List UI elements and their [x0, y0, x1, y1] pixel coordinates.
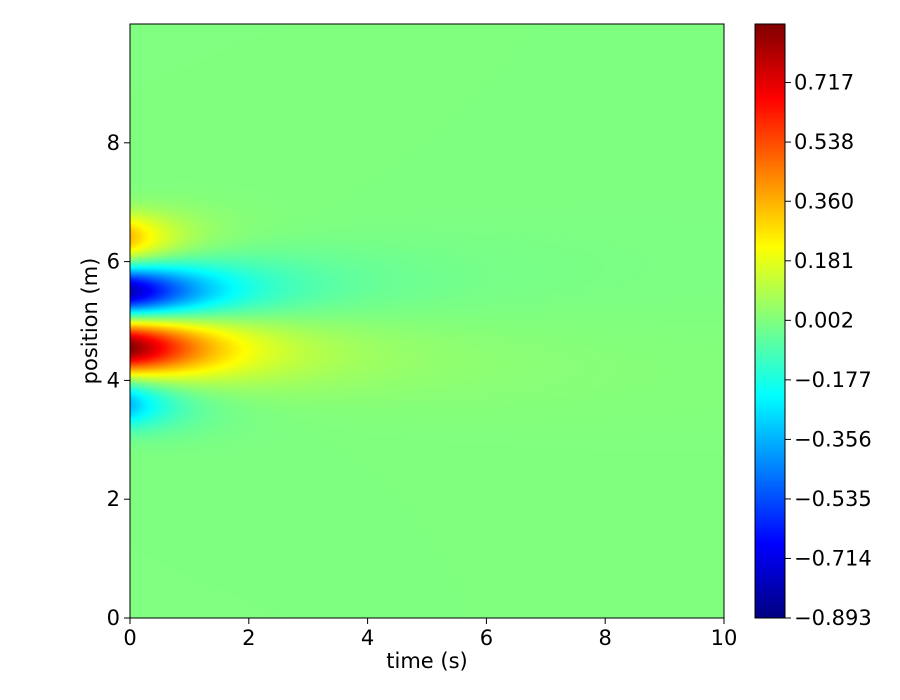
y-tick-label: 2	[107, 487, 120, 511]
y-tick-label: 4	[107, 368, 120, 392]
x-tick-label: 6	[480, 626, 493, 650]
colorbar-tick-label: 0.181	[794, 249, 854, 273]
colorbar-tick-label: 0.538	[794, 130, 854, 154]
y-axis: 0 2 4 6 8	[107, 131, 130, 630]
y-axis-label: position (m)	[78, 258, 102, 385]
colorbar-ticks: 0.717 0.538 0.360 0.181 0.002 −0.177 −0.356 −0.…	[785, 71, 872, 630]
y-tick-label: 6	[107, 250, 120, 274]
x-tick-label: 10	[711, 626, 738, 650]
x-tick-label: 4	[361, 626, 374, 650]
colorbar-tick-label: −0.714	[794, 546, 872, 570]
colorbar-frame	[754, 23, 786, 619]
heatmap-image	[130, 24, 724, 618]
colorbar: 0.717 0.538 0.360 0.181 0.002 −0.177 −0.356 −0.…	[754, 23, 872, 630]
colorbar-tick-label: 0.717	[794, 71, 854, 95]
x-tick-label: 8	[599, 626, 612, 650]
colorbar-tick-label: −0.535	[794, 487, 872, 511]
y-tick-label: 0	[107, 606, 120, 630]
x-axis-label: time (s)	[386, 649, 467, 673]
colorbar-tick-label: 0.360	[794, 189, 854, 213]
x-tick-label: 2	[242, 626, 255, 650]
colorbar-gradient	[755, 24, 785, 618]
x-tick-label: 0	[123, 626, 136, 650]
colorbar-tick-label: 0.002	[794, 308, 854, 332]
x-axis: 0 2 4 6 8 10	[123, 618, 737, 650]
plot-area	[129, 23, 725, 619]
colorbar-tick-label: −0.893	[794, 606, 872, 630]
colorbar-tick-label: −0.356	[794, 427, 872, 451]
y-tick-label: 8	[107, 131, 120, 155]
plot-frame	[129, 23, 725, 619]
colorbar-tick-label: −0.177	[794, 368, 872, 392]
